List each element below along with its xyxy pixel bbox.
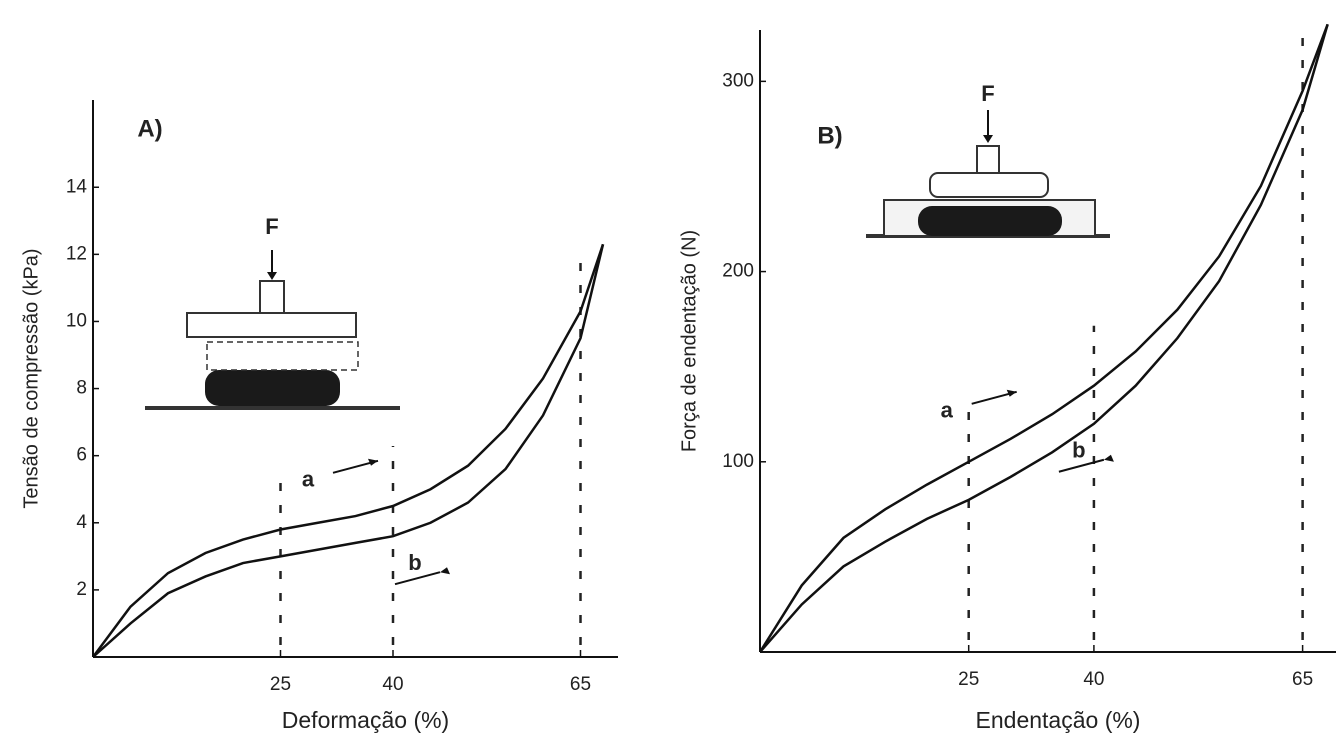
- series-line: [92, 243, 605, 658]
- force-arrow-head: [983, 135, 993, 143]
- series-label: a: [941, 398, 954, 423]
- stem: [976, 145, 1000, 174]
- y-tick-label: 6: [76, 445, 87, 466]
- direction-arrow: [1058, 458, 1105, 473]
- arrow-head: [440, 567, 450, 575]
- series-line: [759, 23, 1329, 653]
- y-tick-label: 200: [722, 261, 754, 282]
- y-tick-label: 12: [66, 243, 87, 264]
- x-tick-label: 40: [1083, 669, 1104, 690]
- force-arrow-head: [267, 272, 277, 280]
- x-axis-title: Endentação (%): [976, 707, 1141, 733]
- y-axis-title: Tensão de compressão (kPa): [20, 248, 42, 508]
- y-axis-title: Força de endentação (N): [678, 230, 700, 452]
- series-label: a: [302, 467, 315, 492]
- plate: [929, 172, 1049, 198]
- y-tick-label: 10: [66, 310, 87, 331]
- x-tick-label: 40: [382, 674, 403, 695]
- series-line: [91, 243, 605, 658]
- x-tick-label: 25: [958, 669, 979, 690]
- series-label: b: [408, 550, 421, 575]
- x-tick-label: 65: [1292, 669, 1313, 690]
- panel-label: B): [817, 122, 842, 149]
- y-tick-label: 4: [76, 512, 87, 533]
- direction-arrow: [394, 571, 441, 586]
- x-axis-title: Deformação (%): [282, 707, 449, 733]
- specimen: [205, 370, 340, 406]
- series-line: [758, 23, 1329, 653]
- force-label: F: [981, 81, 994, 106]
- arrow-head: [1006, 389, 1017, 397]
- stem: [259, 280, 285, 314]
- y-tick-label: 14: [66, 176, 88, 197]
- specimen: [918, 206, 1062, 236]
- force-label: F: [265, 214, 278, 239]
- plate: [186, 312, 357, 338]
- arrow-head: [1103, 454, 1114, 462]
- x-tick-label: 25: [270, 674, 291, 695]
- specimen-outline: [206, 341, 359, 371]
- y-tick-label: 8: [76, 378, 87, 399]
- y-tick-label: 2: [76, 579, 87, 600]
- series-label: b: [1072, 438, 1085, 463]
- y-tick-label: 300: [722, 70, 754, 91]
- panel-label: A): [137, 115, 162, 142]
- y-tick-label: 100: [722, 451, 754, 472]
- arrow-head: [368, 458, 378, 466]
- x-tick-label: 65: [570, 674, 591, 695]
